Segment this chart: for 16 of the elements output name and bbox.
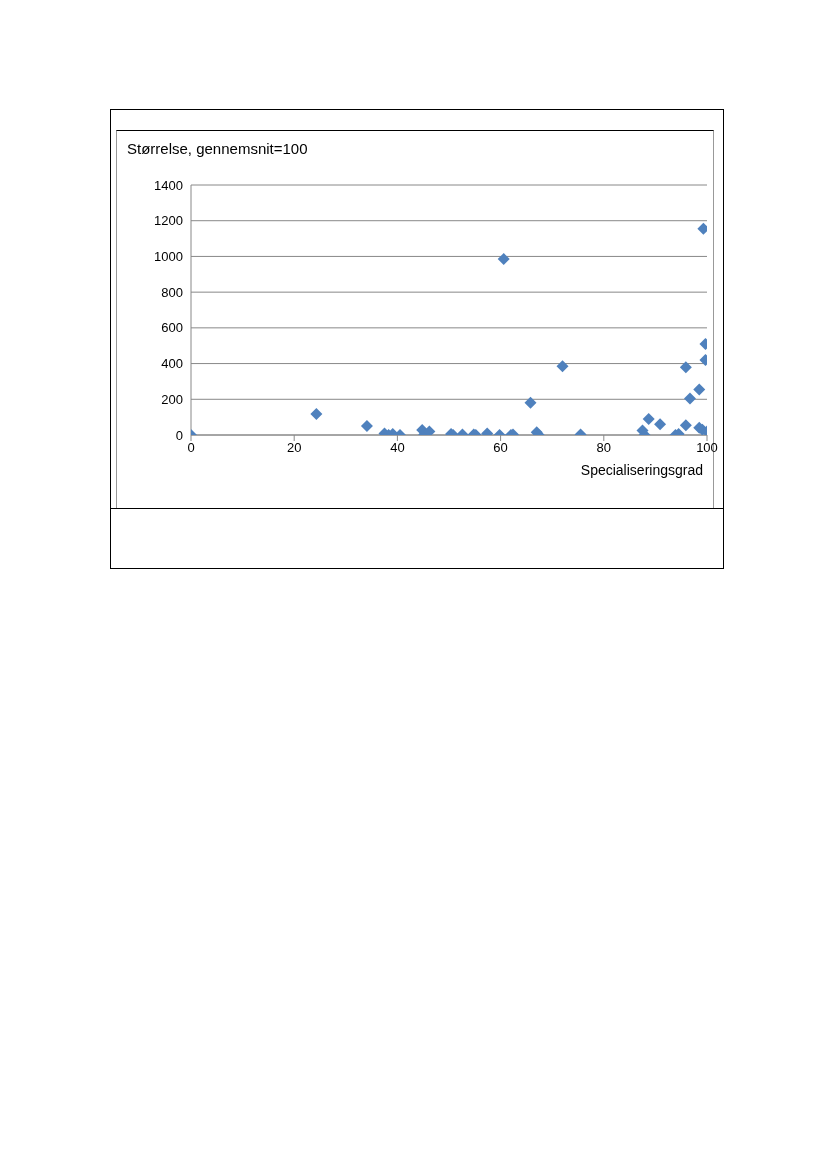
x-tick-label: 40 xyxy=(390,440,405,456)
y-tick-label: 1000 xyxy=(154,249,183,265)
y-tick-label: 600 xyxy=(161,320,183,336)
y-tick-label: 1400 xyxy=(154,177,183,193)
y-axis-title: Størrelse, gennemsnit=100 xyxy=(127,140,308,157)
y-tick-label: 800 xyxy=(161,284,183,300)
x-tick-label: 20 xyxy=(286,440,302,456)
x-tick-label: 60 xyxy=(493,440,508,456)
y-tick-label: 200 xyxy=(161,391,183,407)
x-tick-label: 100 xyxy=(696,440,718,456)
x-tick-label: 80 xyxy=(596,440,612,456)
y-tick-label: 1200 xyxy=(154,213,183,229)
y-tick-label: 400 xyxy=(161,356,183,372)
y-tick-label: 0 xyxy=(175,427,183,443)
x-axis-title: Specialiseringsgrad xyxy=(580,462,703,478)
x-tick-label: 0 xyxy=(187,440,195,456)
